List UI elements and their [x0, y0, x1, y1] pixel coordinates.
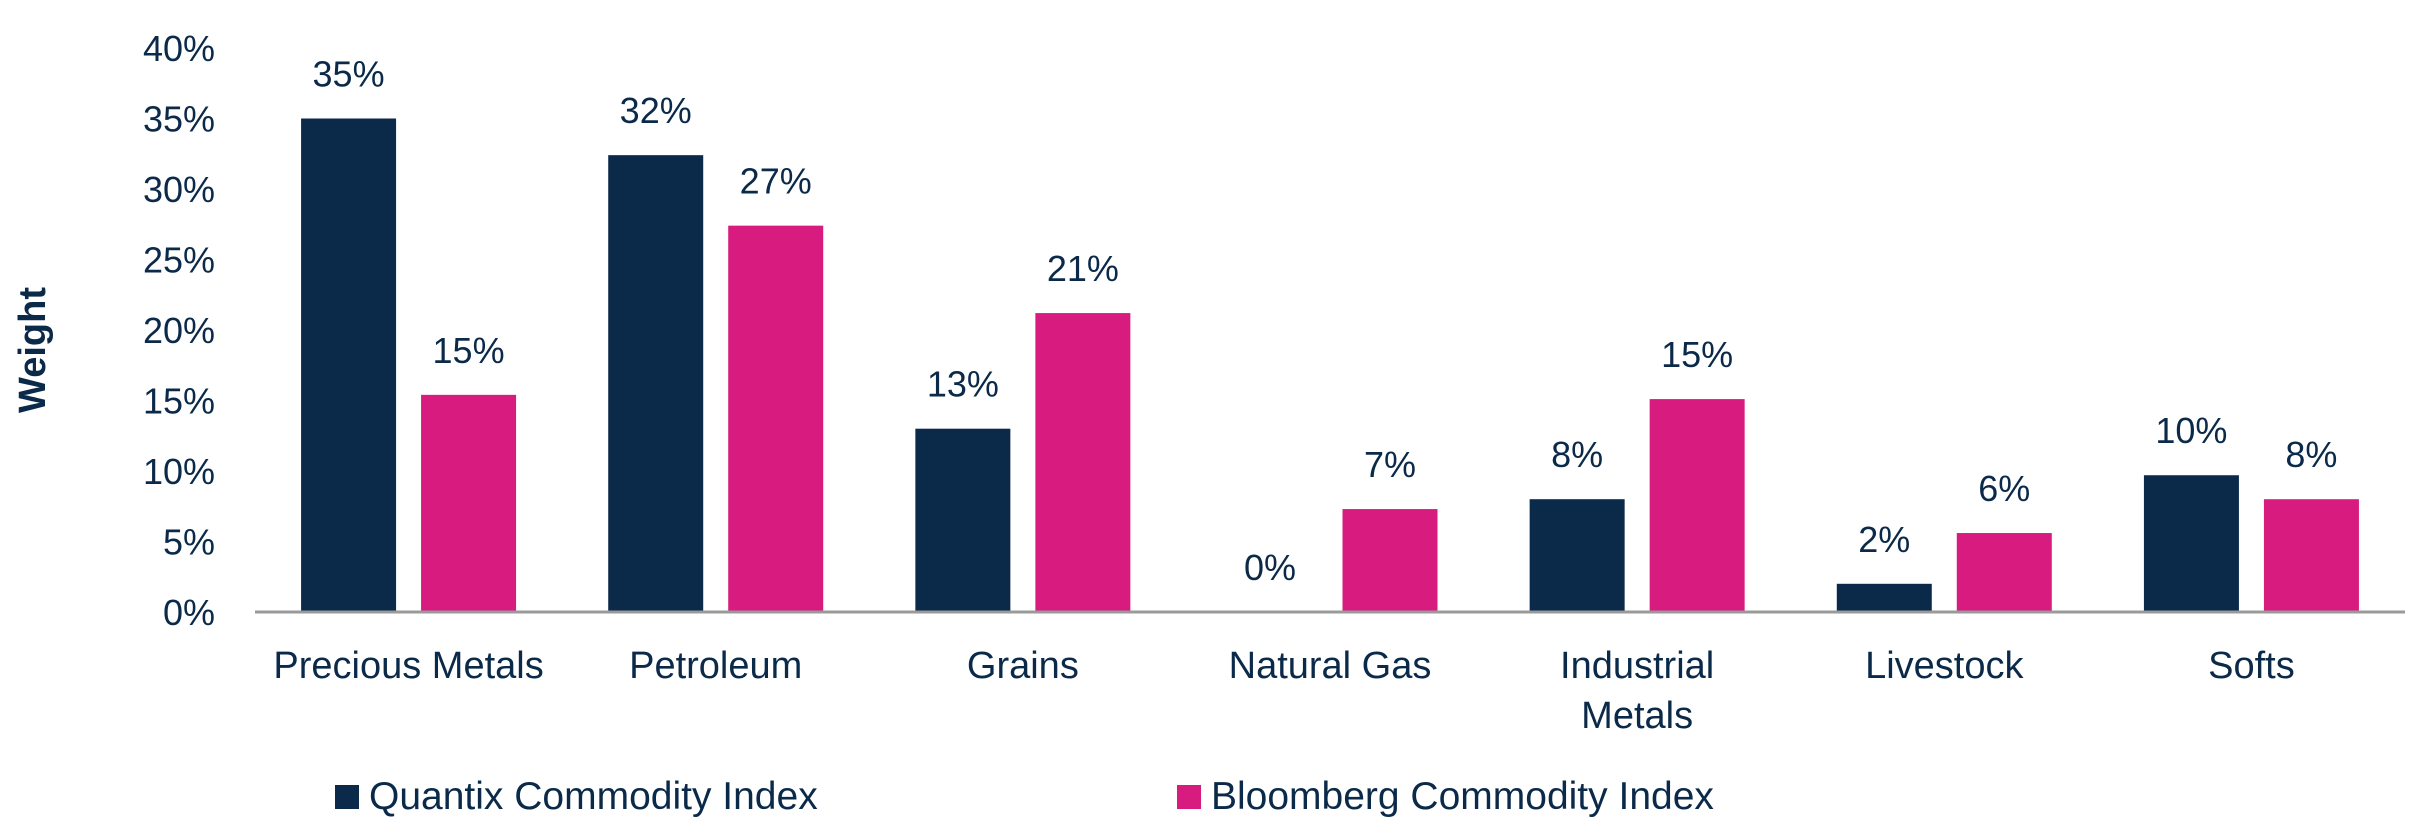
- bar-series-2: [1035, 313, 1131, 612]
- x-category-label: Precious Metals: [273, 645, 543, 687]
- y-axis-title: Weight: [12, 287, 54, 413]
- data-label: 0%: [1244, 547, 1296, 588]
- data-label: 32%: [620, 90, 692, 131]
- category-labels: Precious Metals Petroleum Grains Natural Ga…: [273, 645, 2294, 737]
- data-label: 15%: [433, 330, 505, 371]
- bar-series-1: [1836, 583, 1932, 612]
- x-category-label: Petroleum: [629, 645, 802, 687]
- data-label: 8%: [1551, 434, 1603, 475]
- y-tick-label: 0%: [163, 592, 215, 633]
- y-tick-label: 15%: [143, 381, 215, 422]
- bars: [301, 118, 2359, 612]
- data-label: 6%: [1978, 468, 2030, 509]
- x-category-label: Industrial: [1560, 645, 1714, 687]
- y-axis-label: Weight: [12, 287, 54, 413]
- data-label: 15%: [1661, 334, 1733, 375]
- x-category-label: Natural Gas: [1229, 645, 1432, 687]
- y-tick-label: 40%: [143, 28, 215, 69]
- bar-series-1: [608, 155, 704, 612]
- y-tick-label: 10%: [143, 451, 215, 492]
- y-tick-label: 5%: [163, 522, 215, 563]
- legend-swatch-bloomberg: [1177, 785, 1201, 809]
- legend-item-bloomberg: Bloomberg Commodity Index: [1177, 775, 1714, 819]
- data-label: 2%: [1858, 519, 1910, 560]
- data-label: 35%: [313, 54, 385, 95]
- data-label: 10%: [2155, 410, 2227, 451]
- data-label: 27%: [740, 161, 812, 202]
- bar-series-2: [1956, 533, 2052, 612]
- data-label: 7%: [1364, 444, 1416, 485]
- data-label: 8%: [2285, 434, 2337, 475]
- bar-series-1: [915, 428, 1011, 612]
- bar-series-2: [728, 225, 824, 612]
- y-tick-label: 25%: [143, 240, 215, 281]
- y-axis-ticks: 0% 5% 10% 15% 20% 25% 30% 35% 40%: [143, 28, 215, 633]
- data-labels: 35% 15% 32% 27% 13% 21% 0% 7% 8% 15% 2% 6% 10% 8%: [313, 54, 2338, 589]
- x-category-label: Livestock: [1865, 645, 2024, 687]
- legend-swatch-quantix: [335, 785, 359, 809]
- x-category-label: Grains: [967, 645, 1079, 687]
- y-tick-label: 20%: [143, 310, 215, 351]
- x-category-label: Metals: [1581, 695, 1693, 737]
- data-label: 13%: [927, 364, 999, 405]
- y-tick-label: 35%: [143, 99, 215, 140]
- legend: Quantix Commodity Index Bloomberg Commod…: [0, 775, 2433, 835]
- bar-series-2: [421, 394, 517, 612]
- bar-series-1: [301, 118, 397, 612]
- bar-series-1: [2143, 475, 2239, 612]
- y-tick-label: 30%: [143, 169, 215, 210]
- legend-label-bloomberg: Bloomberg Commodity Index: [1211, 775, 1714, 818]
- x-category-label: Softs: [2208, 645, 2295, 687]
- bar-series-2: [2263, 499, 2359, 612]
- legend-item-quantix: Quantix Commodity Index: [335, 775, 818, 819]
- legend-label-quantix: Quantix Commodity Index: [369, 775, 818, 818]
- data-label: 21%: [1047, 248, 1119, 289]
- bar-series-2: [1649, 399, 1745, 612]
- bar-series-1: [1529, 499, 1625, 612]
- bar-series-2: [1342, 509, 1438, 612]
